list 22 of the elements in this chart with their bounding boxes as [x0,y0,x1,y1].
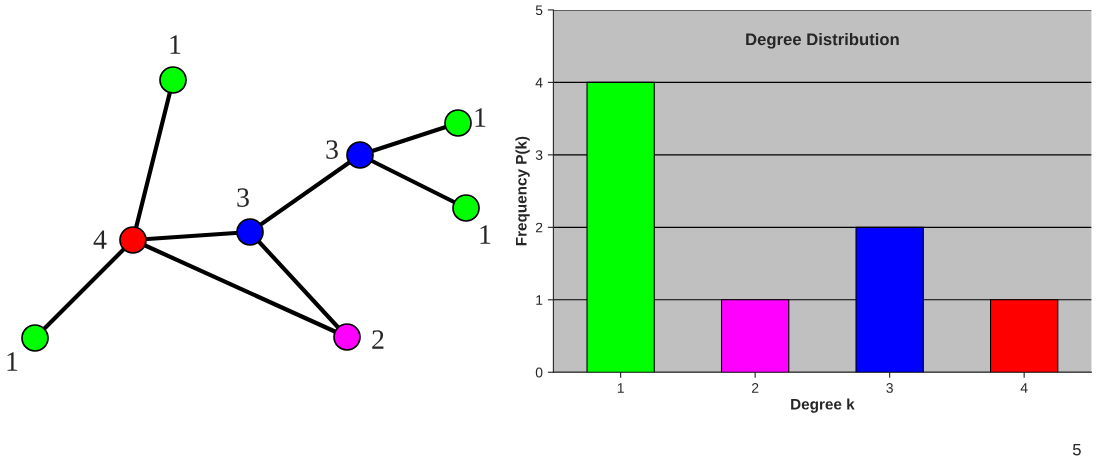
y-tick-label: 1 [536,295,543,305]
x-tick-label: 3 [886,383,893,393]
x-tick-label: 2 [751,383,759,393]
text: Degree Distribution [746,33,899,49]
text: 5 [1072,443,1081,456]
text: 1 [7,352,18,371]
x-tick-label: 4 [1020,383,1028,393]
y-axis-title: Frequency P(k) [515,136,530,246]
y-tick-label: 4 [535,77,543,88]
y-tick-label: 5 [535,5,543,16]
y-tick-label: 0 [535,367,543,378]
x-tick-label: 1 [617,383,624,393]
text: 4 [93,230,107,249]
text: 1 [475,108,486,127]
text: 1 [480,225,491,244]
text: 2 [372,330,384,349]
text: 3 [326,140,338,159]
y-tick-label: 3 [535,150,543,161]
y-tick-label: 2 [535,222,543,233]
text: 1 [170,35,181,54]
text: 3 [237,188,249,207]
x-axis-title: Degree k [791,398,855,413]
